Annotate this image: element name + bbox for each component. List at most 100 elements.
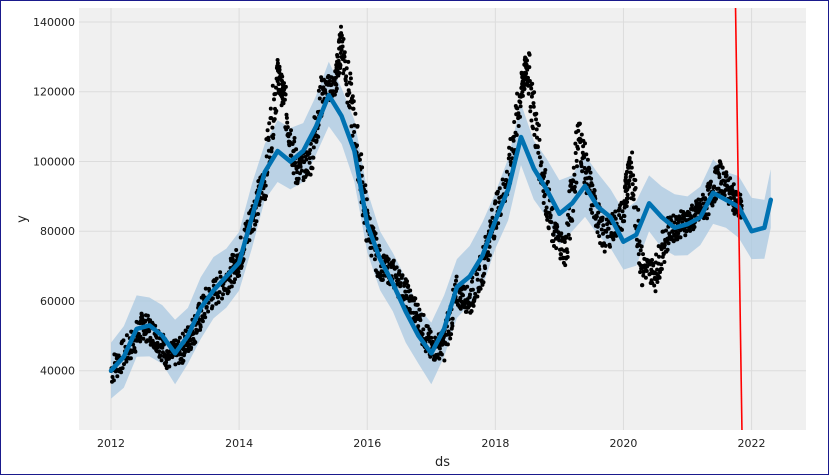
observed-point <box>639 244 644 249</box>
observed-point <box>269 116 274 120</box>
observed-point <box>284 112 289 117</box>
observed-point <box>454 278 458 283</box>
observed-point <box>257 202 262 207</box>
observed-point <box>562 240 567 244</box>
observed-point <box>643 275 648 280</box>
observed-point <box>543 168 548 172</box>
y-axis-label: y <box>15 215 30 223</box>
observed-point <box>706 212 711 217</box>
observed-point <box>590 183 595 188</box>
observed-point <box>633 205 638 210</box>
observed-point <box>206 309 211 314</box>
observed-point <box>631 197 636 202</box>
observed-point <box>363 189 368 194</box>
observed-point <box>487 253 492 258</box>
observed-point <box>317 96 322 101</box>
observed-point <box>316 88 321 93</box>
observed-point <box>378 273 383 278</box>
observed-point <box>538 163 543 168</box>
observed-point <box>298 164 303 169</box>
observed-point <box>625 192 630 197</box>
observed-point <box>132 346 137 350</box>
observed-point <box>678 235 683 240</box>
observed-point <box>526 91 531 96</box>
observed-point <box>526 75 530 80</box>
observed-point <box>730 188 735 193</box>
observed-point <box>512 120 517 124</box>
observed-point <box>573 189 578 194</box>
observed-point <box>582 166 587 170</box>
observed-point <box>676 219 681 223</box>
observed-point <box>588 207 593 212</box>
observed-point <box>652 283 657 288</box>
observed-point <box>534 117 538 122</box>
observed-point <box>217 290 222 295</box>
observed-point <box>181 358 186 363</box>
observed-point <box>506 156 511 161</box>
observed-point <box>572 172 577 177</box>
observed-point <box>565 255 570 259</box>
observed-point <box>546 226 551 231</box>
observed-point <box>251 227 256 232</box>
observed-point <box>371 226 376 230</box>
observed-point <box>284 115 289 120</box>
observed-point <box>418 318 423 323</box>
observed-point <box>492 234 497 239</box>
observed-point <box>111 378 116 383</box>
observed-point <box>535 145 540 149</box>
observed-point <box>465 284 470 289</box>
observed-point <box>316 134 321 139</box>
observed-point <box>664 228 668 233</box>
observed-point <box>119 370 124 375</box>
observed-point <box>584 152 589 157</box>
observed-point <box>518 104 523 109</box>
y-tick-label: 140000 <box>33 16 75 29</box>
observed-point <box>369 253 374 258</box>
observed-point <box>527 52 532 57</box>
forecast-line-group <box>108 92 774 373</box>
observed-point <box>143 318 148 323</box>
observed-point <box>636 207 641 212</box>
observed-point <box>536 123 541 128</box>
observed-point <box>234 248 239 252</box>
x-tick-label: 2012 <box>97 437 125 450</box>
observed-point <box>121 338 126 343</box>
observed-point <box>138 339 143 344</box>
observed-point <box>579 164 584 169</box>
observed-point <box>662 243 667 248</box>
observed-point <box>717 172 722 177</box>
observed-point <box>256 212 260 216</box>
observed-point <box>619 216 623 221</box>
observed-point <box>351 99 356 104</box>
observed-point <box>641 252 645 257</box>
observed-point <box>272 117 277 122</box>
observed-point <box>124 333 129 338</box>
observed-point <box>511 134 516 139</box>
observed-point <box>478 286 483 291</box>
observed-point <box>236 269 241 274</box>
observed-point <box>525 58 529 63</box>
observed-point <box>654 252 659 257</box>
observed-point <box>415 302 420 307</box>
observed-point <box>449 332 454 337</box>
observed-point <box>640 283 645 288</box>
observed-point <box>541 201 546 205</box>
observed-point <box>413 296 418 301</box>
observed-point <box>627 184 632 189</box>
observed-point <box>357 157 362 162</box>
observed-point <box>489 207 494 212</box>
observed-point <box>405 296 410 301</box>
observed-point <box>565 250 570 255</box>
observed-point <box>407 307 412 312</box>
observed-point <box>218 274 223 279</box>
observed-point <box>470 287 475 292</box>
observed-point <box>622 214 627 219</box>
observed-point <box>620 227 624 232</box>
x-tick-label: 2014 <box>225 437 253 450</box>
observed-point <box>528 109 533 114</box>
observed-point <box>180 331 185 336</box>
observed-point <box>487 244 492 249</box>
observed-point <box>216 294 221 299</box>
observed-point <box>636 252 641 257</box>
observed-point <box>448 336 453 341</box>
